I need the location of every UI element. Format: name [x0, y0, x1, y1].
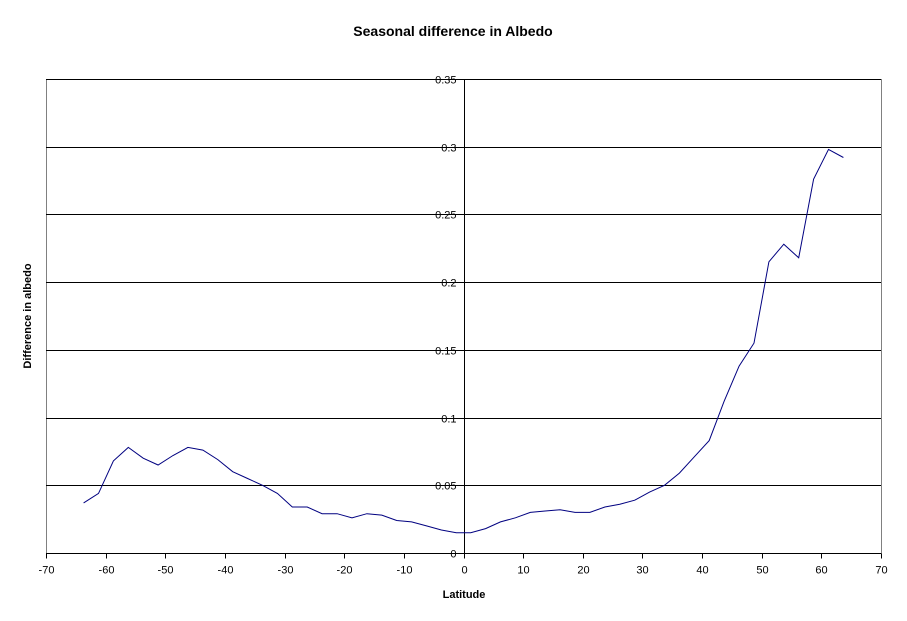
x-tick-label-7: 0 [461, 565, 467, 577]
y-tick-label-7: 0.35 [435, 75, 456, 87]
y-tick-label-0: 0 [450, 549, 456, 561]
y-tick-label-3: 0.15 [435, 346, 456, 358]
axes [46, 79, 882, 559]
x-tick-label-1: -60 [99, 565, 115, 577]
series-line-0 [83, 148, 844, 534]
y-tick-label-2: 0.1 [441, 414, 456, 426]
y-tick-label-4: 0.2 [441, 278, 456, 290]
x-axis-label: Latitude [443, 589, 486, 601]
x-tick-label-0: -70 [39, 565, 55, 577]
chart-title: Seasonal difference in Albedo [353, 23, 552, 39]
gridlines [46, 79, 881, 486]
y-tick-label-5: 0.25 [435, 210, 456, 222]
x-tick-label-13: 60 [815, 565, 827, 577]
y-tick-label-6: 0.3 [441, 143, 456, 155]
x-tick-label-11: 40 [696, 565, 708, 577]
x-tick-label-2: -50 [158, 565, 174, 577]
y-axis-label: Difference in albedo [22, 263, 34, 368]
series [83, 148, 844, 534]
x-tick-label-12: 50 [756, 565, 768, 577]
x-tick-label-10: 30 [636, 565, 648, 577]
x-tick-label-14: 70 [875, 565, 887, 577]
tick-labels: -70 -60 -50 -40 -30 -20 -10 0 10 20 30 40 50 60 70 0 0.0… [39, 75, 888, 577]
x-tick-label-9: 20 [577, 565, 589, 577]
x-tick-label-5: -20 [337, 565, 353, 577]
x-tick-label-6: -10 [397, 565, 413, 577]
x-tick-label-8: 10 [517, 565, 529, 577]
x-tick-label-3: -40 [218, 565, 234, 577]
y-tick-label-1: 0.05 [435, 481, 456, 493]
x-tick-label-4: -30 [278, 565, 294, 577]
